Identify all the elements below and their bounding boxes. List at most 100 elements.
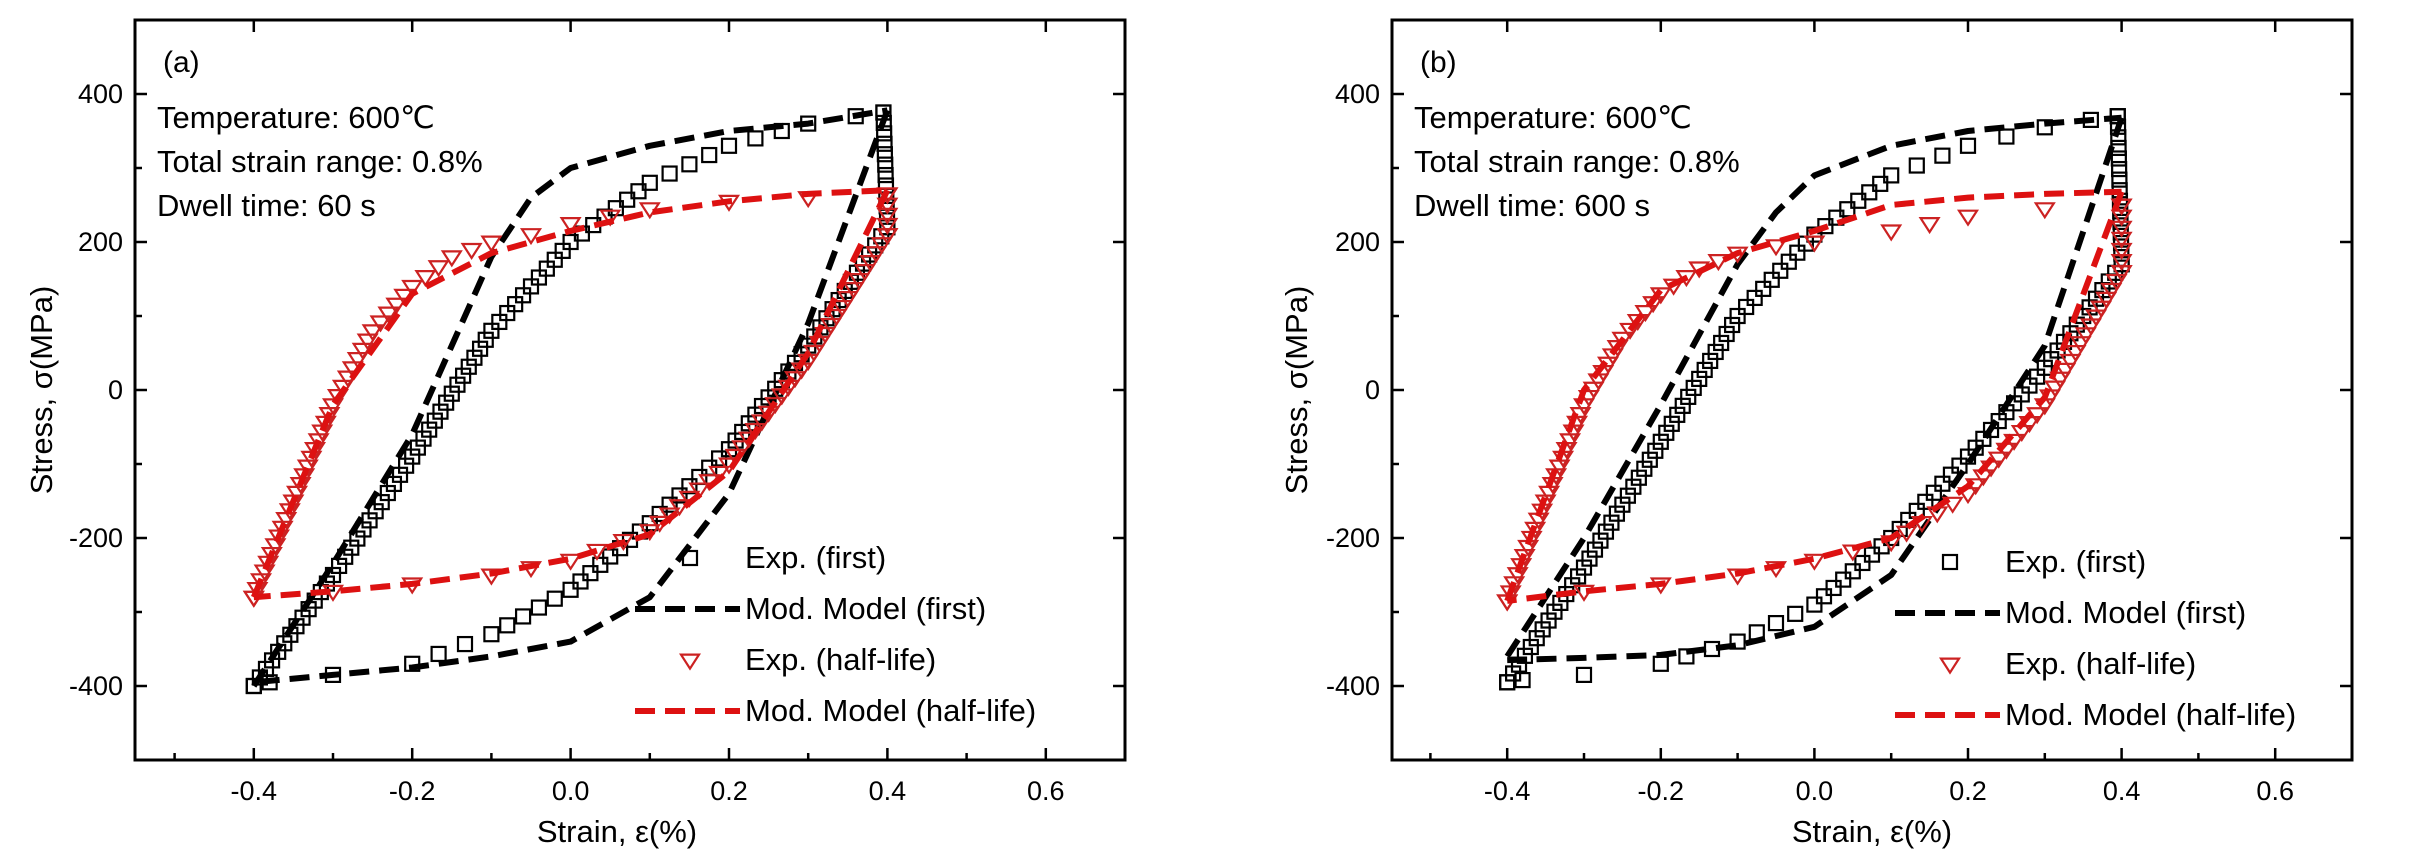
data-point-square [1729, 307, 1746, 325]
data-point-square [582, 565, 599, 582]
data-point-triangle [361, 324, 384, 342]
data-point-square [1941, 553, 1959, 571]
annotation-dwell-time: Dwell time: 60 s [157, 188, 376, 223]
data-point-square [701, 146, 718, 164]
data-point-triangle [414, 270, 437, 288]
data-point-square [1951, 457, 1968, 474]
data-point-square [1767, 614, 1785, 632]
data-point-square [1925, 484, 1942, 501]
data-point-square [1581, 550, 1598, 567]
data-point-triangle [2074, 327, 2097, 345]
data-point-triangle [750, 414, 774, 432]
series-layer [242, 104, 899, 695]
data-point-square [1713, 334, 1730, 352]
x-tick-label: 0.2 [710, 776, 748, 806]
data-point-triangle [599, 209, 622, 227]
data-point-triangle [2110, 231, 2133, 249]
data-point-square [876, 135, 893, 152]
data-point-square [1625, 478, 1642, 495]
model-curve-lower [1507, 116, 2125, 664]
data-point-triangle [385, 297, 408, 315]
data-point-square [1780, 253, 1797, 270]
data-point-square [1669, 406, 1686, 423]
data-point-triangle [2090, 300, 2113, 318]
data-point-square [2111, 160, 2128, 178]
data-point-triangle [377, 306, 400, 324]
data-point-square [1772, 262, 1789, 279]
data-point-square [1839, 201, 1856, 218]
data-point-square [426, 412, 443, 429]
annotation-strain-range: Total strain range: 0.8% [1414, 144, 1740, 179]
model-curve-lower [1506, 190, 2125, 604]
data-point-square [1828, 209, 1845, 226]
y-tick-label: -400 [69, 671, 123, 701]
data-point-square [1696, 361, 1713, 379]
data-point-square [430, 645, 447, 663]
data-point-square [1641, 451, 1658, 468]
data-point-square [1575, 559, 1593, 576]
x-axis-title: Strain, ε(%) [537, 814, 697, 849]
series-mod-model-first [1504, 114, 2125, 664]
data-point-triangle [2084, 309, 2108, 327]
data-point-square [1575, 666, 1593, 684]
data-point-square [1663, 415, 1680, 432]
series-mod-model-half-life [251, 187, 891, 601]
data-point-triangle [346, 352, 369, 370]
data-point-triangle [731, 440, 754, 458]
data-point-triangle [1707, 254, 1730, 272]
data-point-square [1817, 218, 1834, 235]
x-tick-label: 0.2 [1949, 776, 1987, 806]
data-point-square [1729, 633, 1746, 650]
data-point-square [681, 156, 698, 173]
data-point-square [651, 505, 668, 523]
x-axis-title: Strain, ε(%) [1792, 814, 1952, 849]
legend-label-model-half-life: Mod. Model (half-life) [745, 693, 1036, 728]
data-point-triangle [678, 653, 702, 671]
data-point-square [1806, 596, 1823, 613]
data-point-square [432, 403, 449, 420]
data-point-square [1738, 298, 1755, 316]
data-point-triangle [842, 282, 865, 300]
data-point-square [1614, 496, 1631, 513]
model-curve-upper [1504, 188, 2122, 602]
data-point-square [681, 478, 698, 495]
legend [635, 549, 740, 714]
data-point-square [1850, 192, 1867, 209]
data-point-square [438, 394, 455, 411]
data-point-triangle [2105, 273, 2128, 292]
data-point-square [1934, 475, 1951, 492]
data-point-triangle [1938, 657, 1962, 675]
data-point-square [1854, 554, 1871, 572]
x-tick-label: 0.6 [2256, 776, 2294, 806]
data-point-triangle [1956, 209, 1980, 227]
y-tick-label: 0 [1365, 375, 1380, 405]
legend [1895, 553, 2000, 718]
data-point-square [404, 448, 421, 465]
data-point-triangle [1918, 217, 1941, 235]
data-point-triangle [688, 482, 711, 500]
data-point-square [630, 183, 647, 200]
model-curve-upper [251, 187, 888, 599]
data-point-triangle [848, 273, 871, 291]
data-point-square [1691, 370, 1708, 387]
data-point-triangle [1880, 224, 1903, 242]
data-point-triangle [1726, 568, 1749, 586]
data-point-square [1872, 175, 1889, 192]
data-point-square [1998, 128, 2015, 145]
x-tick-label: 0.6 [1027, 776, 1065, 806]
data-point-square [562, 581, 579, 598]
data-point-triangle [876, 207, 899, 225]
data-point-square [1603, 514, 1620, 531]
x-tick-label: -0.4 [1484, 776, 1531, 806]
data-point-square [602, 548, 619, 565]
data-point-square [1647, 442, 1664, 459]
x-tick-label: 0.4 [2103, 776, 2141, 806]
data-point-square [409, 439, 426, 456]
data-point-triangle [351, 342, 374, 360]
data-point-square [1835, 571, 1852, 588]
data-point-triangle [814, 326, 837, 345]
data-point-triangle [2044, 380, 2067, 398]
y-tick-label: -400 [1326, 671, 1380, 701]
data-point-square [1630, 469, 1647, 486]
x-tick-label: -0.4 [231, 776, 278, 806]
